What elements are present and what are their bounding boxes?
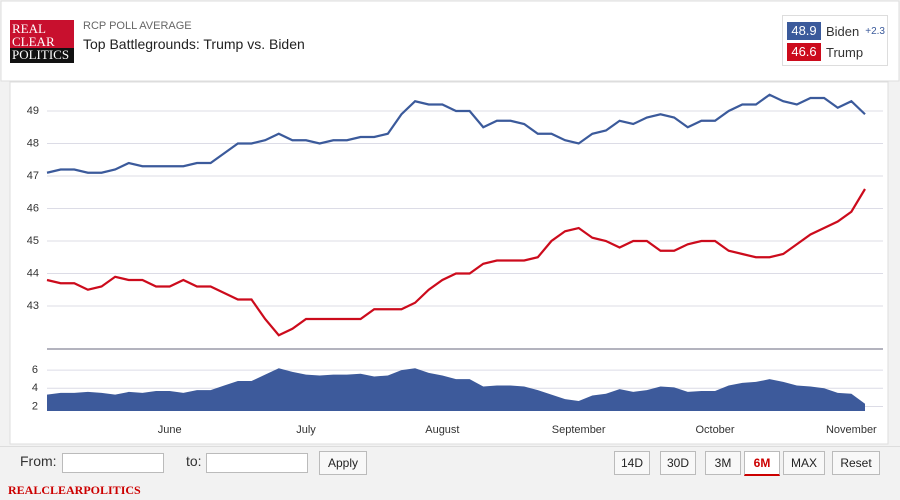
series-line <box>46 188 866 337</box>
x-tick-label: June <box>158 424 182 436</box>
apply-button[interactable]: Apply <box>319 451 367 475</box>
x-tick-label: November <box>826 424 877 436</box>
series-line <box>46 93 866 174</box>
legend-row: 48.9 Biden +2.3 <box>787 22 885 40</box>
x-tick-label: July <box>296 424 316 436</box>
logo-line: POLITICS <box>10 48 74 63</box>
x-tick-label: August <box>425 424 459 436</box>
footer: REALCLEARPOLITICS <box>8 483 141 497</box>
header-panel <box>0 0 900 82</box>
logo-line: REAL <box>10 20 74 35</box>
to-input[interactable] <box>206 453 308 473</box>
legend-value: 46.6 <box>787 43 821 61</box>
title: Top Battlegrounds: Trump vs. Biden <box>83 36 305 52</box>
y-tick-label: 4 <box>32 382 38 394</box>
x-tick-label: October <box>695 424 734 436</box>
y-tick-label: 49 <box>27 105 39 117</box>
legend: 48.9 Biden +2.3 46.6 Trump <box>782 15 888 66</box>
x-tick-label: September <box>552 424 606 436</box>
y-tick-label: 48 <box>27 137 39 149</box>
to-label: to: <box>186 453 202 469</box>
range-button[interactable]: 6M <box>744 451 780 476</box>
range-button[interactable]: Reset <box>832 451 880 475</box>
legend-name: Trump <box>826 44 864 60</box>
y-tick-label: 46 <box>27 202 39 214</box>
legend-name: Biden <box>826 23 860 39</box>
range-button[interactable]: 30D <box>660 451 696 475</box>
y-tick-label: 6 <box>32 364 38 376</box>
range-button[interactable]: 3M <box>705 451 741 475</box>
range-button[interactable]: MAX <box>783 451 825 475</box>
legend-row: 46.6 Trump <box>787 43 863 61</box>
logo-line: CLEAR <box>10 35 74 48</box>
y-tick-label: 45 <box>27 235 39 247</box>
y-tick-label: 43 <box>27 300 39 312</box>
y-tick-label: 47 <box>27 170 39 182</box>
legend-spread: +2.3 <box>865 25 885 37</box>
y-tick-label: 44 <box>27 267 39 279</box>
spread-area <box>47 368 865 411</box>
from-label: From: <box>20 453 57 469</box>
legend-value: 48.9 <box>787 22 821 40</box>
range-button[interactable]: 14D <box>614 451 650 475</box>
from-input[interactable] <box>62 453 164 473</box>
kicker: RCP POLL AVERAGE <box>83 20 192 32</box>
y-tick-label: 2 <box>32 400 38 412</box>
logo: REAL CLEAR POLITICS <box>10 20 74 63</box>
